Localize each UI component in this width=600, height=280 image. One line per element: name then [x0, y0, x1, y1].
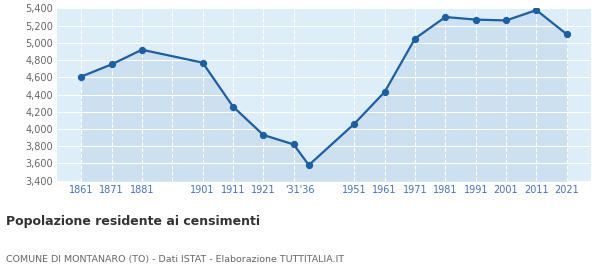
Point [562, 32, 572, 36]
Point [532, 8, 541, 12]
Point [471, 17, 481, 22]
Point [304, 163, 314, 167]
Point [380, 90, 389, 94]
Point [76, 74, 86, 79]
Point [350, 122, 359, 126]
Point [228, 104, 238, 109]
Point [289, 142, 298, 147]
Text: Popolazione residente ai censimenti: Popolazione residente ai censimenti [6, 215, 260, 228]
Point [107, 62, 116, 67]
Text: COMUNE DI MONTANARO (TO) - Dati ISTAT - Elaborazione TUTTITALIA.IT: COMUNE DI MONTANARO (TO) - Dati ISTAT - … [6, 255, 344, 264]
Point [259, 133, 268, 137]
Point [137, 48, 147, 52]
Point [501, 18, 511, 23]
Point [198, 60, 208, 65]
Point [440, 15, 450, 19]
Point [410, 36, 420, 41]
